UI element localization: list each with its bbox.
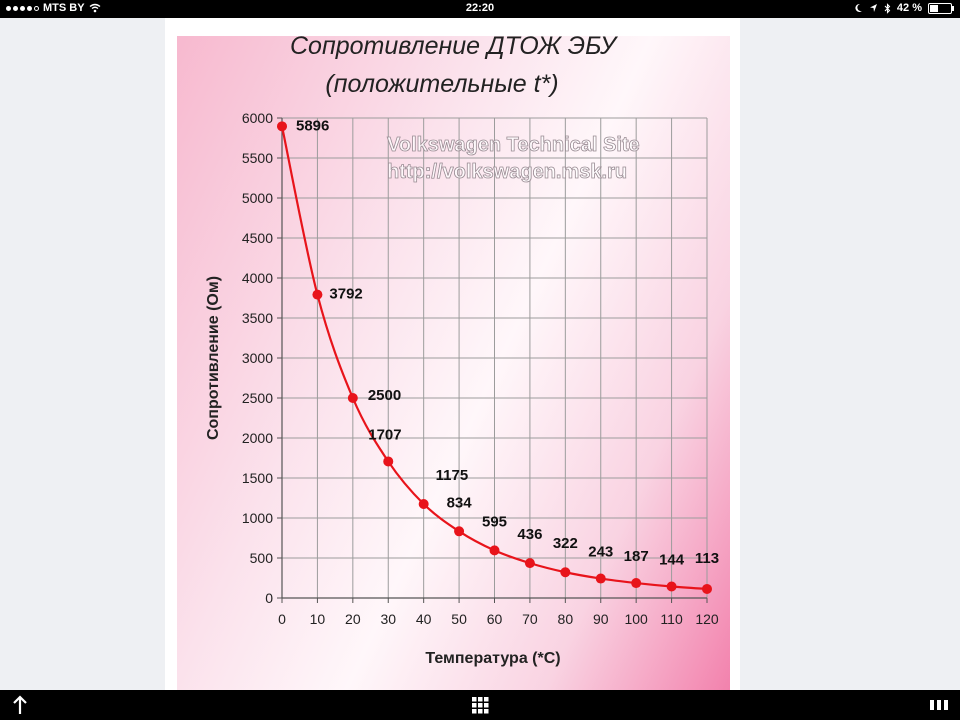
data-point <box>560 567 571 578</box>
x-tick-label: 90 <box>593 611 609 627</box>
x-tick-label: 80 <box>558 611 574 627</box>
signal-strength-icon <box>6 5 39 11</box>
data-label: 436 <box>517 526 542 543</box>
x-tick-label: 70 <box>522 611 538 627</box>
y-tick-label: 500 <box>250 550 274 566</box>
resistance-chart: Сопротивление ДТОЖ ЭБУ (положительные t*… <box>205 32 719 667</box>
y-tick-label: 1500 <box>242 470 273 486</box>
grid-icon <box>472 697 489 714</box>
x-tick-label: 20 <box>345 611 361 627</box>
data-point <box>418 499 429 509</box>
x-tick-label: 120 <box>695 611 719 627</box>
grid-view-button[interactable] <box>468 694 492 716</box>
y-tick-label: 5500 <box>242 150 273 166</box>
data-point <box>666 581 677 592</box>
data-point <box>595 573 606 584</box>
data-point <box>347 393 358 403</box>
data-point <box>489 545 500 556</box>
x-tick-label: 30 <box>380 611 396 627</box>
share-button[interactable] <box>8 694 32 716</box>
clock: 22:20 <box>465 2 495 14</box>
data-label: 1707 <box>368 426 401 443</box>
axes: 0500100015002000250030003500400045005000… <box>242 110 719 627</box>
battery-percent: 42 % <box>896 2 922 14</box>
data-label: 144 <box>659 551 685 568</box>
status-right: 42 % <box>854 2 954 14</box>
data-point <box>631 578 642 589</box>
data-point <box>277 121 287 132</box>
y-tick-label: 1000 <box>242 510 273 526</box>
x-tick-label: 10 <box>310 611 326 627</box>
watermark-line-2: http://volkswagen.msk.ru <box>387 161 627 183</box>
y-tick-label: 2500 <box>242 390 273 406</box>
chart-background <box>177 36 730 702</box>
y-tick-label: 0 <box>265 590 273 606</box>
data-point <box>524 558 535 569</box>
bottom-toolbar <box>0 690 960 720</box>
y-tick-label: 4500 <box>242 230 273 246</box>
y-tick-label: 3500 <box>242 310 273 326</box>
status-left: MTS BY <box>6 2 101 14</box>
series-resistance: 5896 3792 2500 1707 1175 834 595 436 322 243 187 14… <box>277 117 719 594</box>
data-label: 113 <box>695 550 719 567</box>
data-label: 3792 <box>329 286 362 303</box>
data-point <box>312 289 323 300</box>
moon-icon <box>855 3 862 12</box>
x-tick-label: 0 <box>278 611 286 627</box>
location-arrow-icon <box>869 4 877 12</box>
y-tick-label: 5000 <box>242 190 273 206</box>
data-point <box>454 526 465 537</box>
data-label: 243 <box>588 544 613 561</box>
x-tick-label: 110 <box>660 611 683 627</box>
data-label: 322 <box>553 535 578 552</box>
bluetooth-icon <box>884 2 891 14</box>
x-axis-label: Температура (*С) <box>425 650 560 667</box>
document-viewer[interactable] <box>0 18 960 702</box>
x-tick-label: 40 <box>416 611 432 627</box>
data-label: 2500 <box>368 387 401 404</box>
pages-icon <box>930 700 948 710</box>
up-arrow-icon <box>13 695 27 714</box>
x-tick-label: 60 <box>487 611 503 627</box>
data-label: 834 <box>447 494 473 511</box>
data-point <box>702 583 712 594</box>
x-tick-label: 50 <box>451 611 467 627</box>
pages-button[interactable] <box>926 694 952 716</box>
wifi-icon <box>89 3 100 13</box>
x-tick-label: 100 <box>624 611 648 627</box>
data-label: 5896 <box>296 117 329 134</box>
y-tick-label: 6000 <box>242 110 273 126</box>
data-point <box>383 456 394 467</box>
y-tick-label: 2000 <box>242 430 273 446</box>
data-label: 1175 <box>436 467 469 484</box>
chart-subtitle: (положительные t*) <box>325 70 558 98</box>
y-tick-label: 4000 <box>242 270 273 286</box>
status-bar: MTS BY 22:20 42 % <box>0 0 960 18</box>
battery-icon <box>928 2 954 14</box>
watermark-line-1: Volkswagen Technical Site <box>387 134 640 156</box>
y-axis-label: Сопротивление (Ом) <box>205 276 222 440</box>
data-label: 595 <box>482 513 507 530</box>
data-label: 187 <box>624 548 649 565</box>
carrier-name: MTS BY <box>43 2 85 14</box>
chart-title: Сопротивление ДТОЖ ЭБУ <box>290 32 619 60</box>
y-tick-label: 3000 <box>242 350 273 366</box>
